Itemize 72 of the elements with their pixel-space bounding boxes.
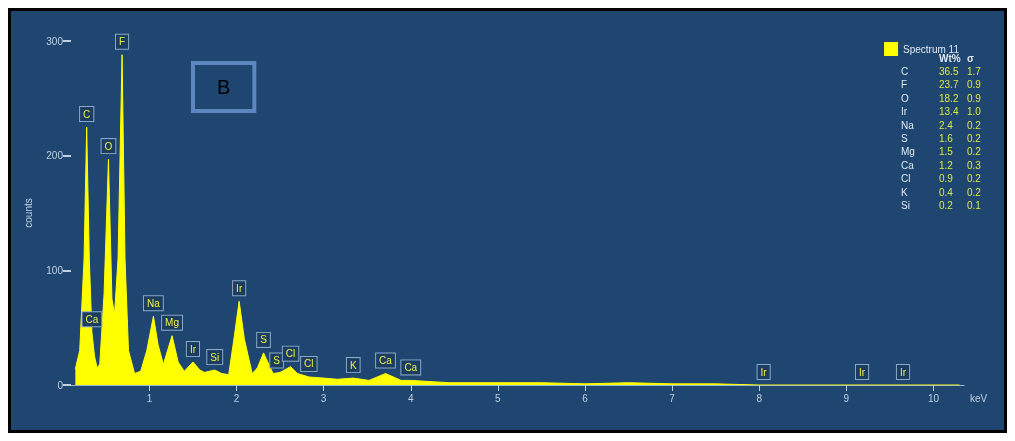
x-tick-label: 9 xyxy=(843,392,850,404)
annotation: 0.4 xyxy=(939,186,954,198)
x-tick-label: 6 xyxy=(582,392,589,404)
text: 1.7 xyxy=(967,65,982,77)
annotation: 1.5 xyxy=(939,146,954,158)
annotation: Ir xyxy=(901,106,908,118)
annotation: 36.5 xyxy=(939,65,959,77)
annotation: 13.4 xyxy=(939,106,959,118)
text: 0.2 xyxy=(967,119,982,131)
annotation: 1.2 xyxy=(939,159,954,171)
annotation: Si xyxy=(901,199,910,211)
annotation: Ir xyxy=(189,343,197,355)
annotation: Ir xyxy=(859,366,866,378)
annotation: Ir xyxy=(760,366,768,378)
y-tick-label: 200 xyxy=(46,150,64,162)
annotation: C xyxy=(901,65,909,77)
annotation: Cl xyxy=(285,348,296,360)
y-tick-label: 100 xyxy=(46,264,64,276)
annotation: O xyxy=(901,92,909,104)
x-tick-label: 10 xyxy=(927,392,940,404)
annotation: Cl xyxy=(304,358,314,370)
text: 0.1 xyxy=(967,199,982,211)
annotation: F xyxy=(901,79,908,91)
annotation: Ca xyxy=(379,355,393,367)
text: 0.2 xyxy=(967,132,982,144)
y-tick-label: 300 xyxy=(46,35,64,47)
y-tick-label: 0 xyxy=(57,379,64,391)
annotation: Ir xyxy=(899,366,907,378)
annotation: Na xyxy=(147,297,161,309)
annotation: Ca xyxy=(85,313,99,325)
x-tick-label: 2 xyxy=(233,392,240,404)
annotation: O xyxy=(104,140,113,152)
annotation: S xyxy=(901,132,908,144)
x-tick-label: 8 xyxy=(756,392,763,404)
x-tick-label: 7 xyxy=(669,392,676,404)
annotation: 18.2 xyxy=(939,92,959,104)
annotation: Ir xyxy=(236,282,243,294)
annotation: Ca xyxy=(404,361,418,373)
annotation: Cl xyxy=(901,173,911,185)
text: 0.2 xyxy=(967,146,982,158)
annotation: K xyxy=(349,359,357,371)
x-tick-label: 3 xyxy=(320,392,327,404)
annotation: B xyxy=(217,76,231,98)
annotation: Mg xyxy=(165,317,180,329)
annotation: S xyxy=(260,334,268,346)
x-tick-label: 5 xyxy=(495,392,502,404)
annotation: 1.6 xyxy=(939,132,954,144)
text: 0.2 xyxy=(967,173,982,185)
annotation: 23.7 xyxy=(939,79,959,91)
x-tick-label: 4 xyxy=(407,392,414,404)
text: 1.0 xyxy=(967,106,982,118)
annotation: 0.9 xyxy=(939,173,954,185)
annotation: Na xyxy=(901,119,915,131)
x-tick-label: 1 xyxy=(146,392,153,404)
text: 0.3 xyxy=(967,159,982,171)
annotation: Wt% xyxy=(939,52,961,64)
annotation: K xyxy=(901,186,908,198)
annotation: 2.4 xyxy=(939,119,954,131)
annotation: C xyxy=(83,108,91,120)
text: 0.9 xyxy=(967,92,982,104)
annotation: 0.2 xyxy=(939,199,954,211)
text: 0.9 xyxy=(967,79,982,91)
annotation: F xyxy=(119,36,126,48)
text: 0.2 xyxy=(967,186,982,198)
text: σ xyxy=(967,52,974,64)
legend-label: Spectrum 11 xyxy=(903,43,960,55)
annotation: S xyxy=(273,355,281,367)
annotation: Si xyxy=(210,351,220,363)
x-axis-title: keV xyxy=(970,392,988,404)
annotation: Mg xyxy=(901,146,915,158)
y-axis-title: counts xyxy=(22,198,34,228)
annotation: Ca xyxy=(901,159,915,171)
